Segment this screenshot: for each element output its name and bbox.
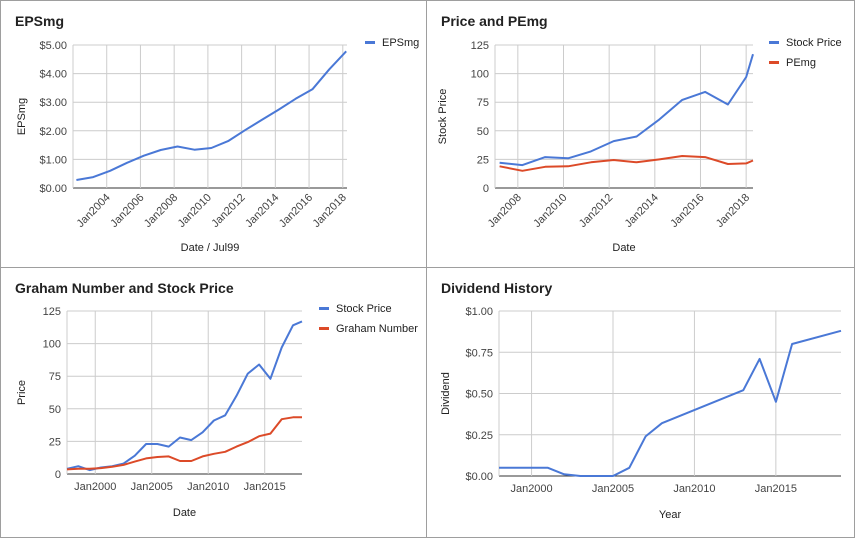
chart-title: Price and PEmg: [441, 13, 548, 29]
y-tick-label: $5.00: [39, 40, 67, 52]
x-tick-label: Jan2014: [243, 192, 281, 230]
x-tick-label: Jan2016: [277, 192, 315, 230]
y-tick-label: $3.00: [39, 97, 67, 109]
y-tick-label: 75: [477, 97, 489, 109]
y-tick-label: 125: [471, 40, 489, 52]
x-tick-label: Jan2018: [311, 192, 349, 230]
x-tick-label: Jan2010: [176, 192, 214, 230]
legend-swatch-epsmg: [365, 41, 375, 44]
y-tick-label: 25: [49, 436, 61, 448]
y-tick-label: 25: [477, 154, 489, 166]
legend-swatch-graham-number: [319, 327, 329, 330]
y-tick-label: 0: [483, 183, 489, 195]
legend-label-stock-price: Stock Price: [336, 303, 392, 315]
series-line-graham-number: [66, 416, 302, 471]
chart-panel-dividend-history: Dividend History $0.00 $0.25 $0.50 $0.75 $1.0…: [426, 267, 855, 538]
chart-panel-graham-number: Graham Number and Stock Price 0 25 50 75 100 1…: [0, 267, 427, 538]
x-axis-title: Date / Jul99: [181, 242, 240, 254]
y-tick-label: $1.00: [465, 306, 493, 318]
y-tick-label: $2.00: [39, 126, 67, 138]
y-tick-label: 50: [477, 126, 489, 138]
y-tick-label: 125: [43, 306, 61, 318]
y-tick-label: $0.75: [465, 347, 493, 359]
x-tick-label: Jan2005: [131, 481, 173, 493]
y-tick-label: $0.50: [465, 389, 493, 401]
x-tick-label: Jan2012: [209, 192, 247, 230]
y-tick-label: 50: [49, 404, 61, 416]
x-tick-label: Jan2010: [673, 483, 715, 495]
chart-title: Graham Number and Stock Price: [15, 280, 234, 296]
legend-swatch-stock-price: [769, 41, 779, 44]
y-tick-label: $0.00: [39, 183, 67, 195]
y-tick-label: $0.25: [465, 430, 493, 442]
y-tick-label: 100: [43, 339, 61, 351]
legend-swatch-pemg: [769, 61, 779, 64]
y-tick-label: 75: [49, 371, 61, 383]
series-line-stock-price: [499, 53, 754, 167]
y-tick-label: 100: [471, 69, 489, 81]
x-tick-label: Jan2018: [714, 192, 752, 230]
chart-title: EPSmg: [15, 13, 64, 29]
y-axis-title: Dividend: [440, 372, 452, 415]
x-tick-label: Jan2012: [577, 192, 615, 230]
x-tick-label: Jan2010: [187, 481, 229, 493]
legend-label-pemg: PEmg: [786, 57, 816, 69]
legend-label-graham-number: Graham Number: [336, 323, 418, 335]
series-line-epsmg: [76, 50, 347, 181]
x-tick-label: Jan2006: [108, 192, 146, 230]
series-line-dividend: [499, 329, 842, 477]
epsmg-chart: EPSmg $0.00 $1.00 $2.00 $3.00 $4.00 $5.00 Jan20…: [15, 13, 419, 254]
y-axis-title: Price: [16, 380, 28, 405]
x-axis-title: Date: [173, 507, 196, 519]
x-axis-title: Year: [659, 509, 682, 521]
dividend-history-chart: Dividend History $0.00 $0.25 $0.50 $0.75 $1.0…: [440, 280, 842, 521]
y-tick-label: $4.00: [39, 69, 67, 81]
x-tick-label: Jan2008: [142, 192, 180, 230]
x-tick-label: Jan2000: [510, 483, 552, 495]
series-line-pemg: [499, 155, 754, 172]
x-tick-label: Jan2008: [486, 192, 524, 230]
chart-panel-epsmg: EPSmg $0.00 $1.00 $2.00 $3.00 $4.00 $5.00 Jan20…: [0, 0, 427, 268]
x-tick-label: Jan2014: [623, 192, 661, 230]
legend-label-epsmg: EPSmg: [382, 37, 419, 49]
x-tick-label: Jan2000: [74, 481, 116, 493]
x-tick-label: Jan2005: [592, 483, 634, 495]
x-tick-label: Jan2010: [531, 192, 569, 230]
x-tick-label: Jan2015: [755, 483, 797, 495]
x-tick-label: Jan2004: [75, 192, 113, 230]
y-tick-label: 0: [55, 469, 61, 481]
chart-panel-price-pemg: Price and PEmg 0 25 50 75 100 125 Jan2008 Jan201…: [426, 0, 855, 268]
x-tick-label: Jan2015: [244, 481, 286, 493]
y-axis-title: Stock Price: [437, 89, 449, 145]
legend-label-stock-price: Stock Price: [786, 37, 842, 49]
y-tick-label: $1.00: [39, 154, 67, 166]
legend-swatch-stock-price: [319, 307, 329, 310]
x-tick-label: Jan2016: [668, 192, 706, 230]
graham-number-chart: Graham Number and Stock Price 0 25 50 75 100 1…: [15, 280, 418, 519]
y-axis-title: EPSmg: [16, 98, 28, 135]
chart-title: Dividend History: [441, 280, 552, 296]
y-tick-label: $0.00: [465, 471, 493, 483]
x-axis-title: Date: [612, 242, 635, 254]
